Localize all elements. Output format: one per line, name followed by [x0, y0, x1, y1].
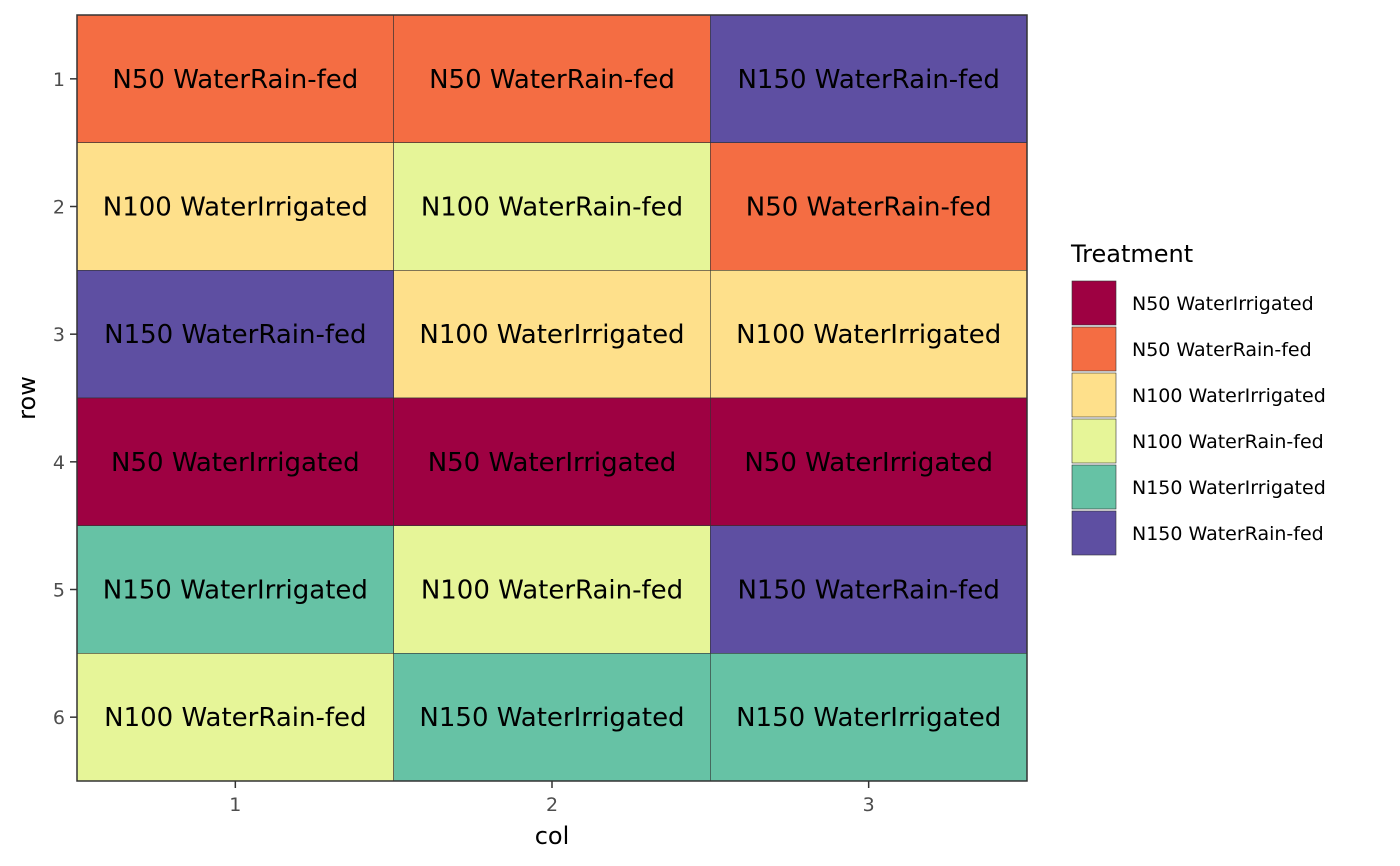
x-axis-title: col [535, 822, 570, 850]
cell-labels-layer: N50 WaterRain-fed N50 WaterRain-fed N150 W… [103, 65, 1001, 733]
cell-label-r1-c3: N150 WaterRain-fed [737, 65, 999, 95]
y-tick-label: 2 [53, 197, 65, 219]
y-tick-label: 1 [53, 69, 65, 91]
cell-r1-c2 [393, 14, 711, 143]
x-axis: 1 2 3 [229, 781, 875, 816]
cell-label-r5-c2: N100 WaterRain-fed [421, 576, 683, 606]
cell-r3-c2 [393, 270, 711, 399]
cell-r3-c1 [76, 270, 394, 399]
cell-label-r4-c2: N50 WaterIrrigated [428, 448, 677, 478]
cell-label-r6-c3: N150 WaterIrrigated [736, 703, 1001, 733]
cell-label-r4-c1: N50 WaterIrrigated [111, 448, 360, 478]
y-tick-label: 5 [53, 580, 65, 602]
x-tick-label: 3 [863, 794, 875, 816]
legend-key [1071, 510, 1117, 556]
cells-layer [76, 14, 1028, 782]
cell-r4-c3 [710, 397, 1028, 526]
x-tick-label: 2 [546, 794, 558, 816]
cell-label-r6-c1: N100 WaterRain-fed [104, 703, 366, 733]
cell-r2-c2 [393, 142, 711, 271]
cell-label-r1-c2: N50 WaterRain-fed [429, 65, 675, 95]
cell-label-r2-c3: N50 WaterRain-fed [746, 193, 992, 223]
y-tick-label: 3 [53, 324, 65, 346]
legend-label: N150 WaterRain-fed [1132, 523, 1324, 545]
legend-key [1071, 464, 1117, 510]
y-tick-label: 6 [53, 707, 65, 729]
legend-label: N100 WaterRain-fed [1132, 431, 1324, 453]
cell-label-r3-c2: N100 WaterIrrigated [419, 320, 684, 350]
cell-label-r3-c3: N100 WaterIrrigated [736, 320, 1001, 350]
cell-r5-c3 [710, 525, 1028, 654]
cell-label-r5-c3: N150 WaterRain-fed [737, 576, 999, 606]
cell-label-r1-c1: N50 WaterRain-fed [112, 65, 358, 95]
legend-title: Treatment [1070, 240, 1193, 268]
legend: Treatment N50 WaterIrrigated N50 WaterRai… [1070, 240, 1326, 556]
y-axis: 1 2 3 4 5 6 [53, 69, 77, 729]
cell-r6-c1 [76, 653, 394, 782]
cell-label-r4-c3: N50 WaterIrrigated [744, 448, 993, 478]
legend-key [1071, 280, 1117, 326]
legend-label: N50 WaterIrrigated [1132, 293, 1314, 315]
y-axis-title: row [13, 376, 41, 420]
cell-label-r3-c1: N150 WaterRain-fed [104, 320, 366, 350]
cell-r4-c1 [76, 397, 394, 526]
cell-label-r5-c1: N150 WaterIrrigated [103, 576, 368, 606]
x-tick-label: 1 [229, 794, 241, 816]
legend-label: N150 WaterIrrigated [1132, 477, 1326, 499]
cell-r1-c1 [76, 14, 394, 143]
legend-key [1071, 372, 1117, 418]
cell-label-r2-c1: N100 WaterIrrigated [103, 193, 368, 223]
legend-label: N100 WaterIrrigated [1132, 385, 1326, 407]
cell-r6-c2 [393, 653, 711, 782]
cell-r5-c2 [393, 525, 711, 654]
cell-label-r6-c2: N150 WaterIrrigated [419, 703, 684, 733]
cell-r2-c3 [710, 142, 1028, 271]
y-tick-label: 4 [53, 452, 65, 474]
legend-label: N50 WaterRain-fed [1132, 339, 1312, 361]
cell-label-r2-c2: N100 WaterRain-fed [421, 193, 683, 223]
legend-key [1071, 326, 1117, 372]
legend-key [1071, 418, 1117, 464]
cell-r6-c3 [710, 653, 1028, 782]
cell-r5-c1 [76, 525, 394, 654]
cell-r2-c1 [76, 142, 394, 271]
